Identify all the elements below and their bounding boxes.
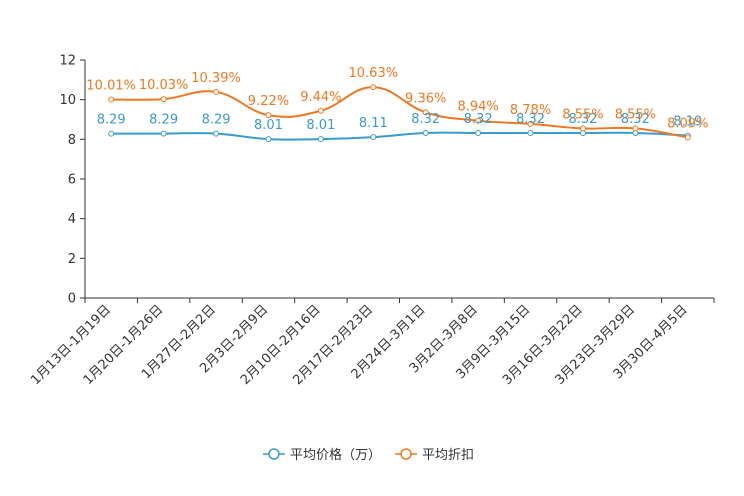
series-0-data-label: 8.01	[306, 118, 335, 133]
legend-item-1[interactable]: 平均折扣	[395, 448, 474, 463]
series-1-point[interactable]	[475, 117, 482, 124]
series-1-data-label: 9.44%	[300, 90, 341, 105]
axes: 0246810121月13日-1月19日1月20日-1月26日1月27日-2月2…	[28, 54, 715, 388]
legend[interactable]: 平均价格（万） 平均折扣	[263, 447, 474, 463]
series-0-point[interactable]	[213, 130, 220, 137]
y-tick-label: 0	[68, 292, 76, 307]
series-1-data-label: 9.22%	[248, 94, 289, 109]
legend-marker-icon	[400, 448, 412, 460]
y-tick-label: 6	[68, 173, 76, 188]
series-0-point[interactable]	[108, 130, 115, 137]
series-1-data-label: 8.78%	[510, 103, 551, 118]
series-1-point[interactable]	[108, 96, 115, 103]
series-1-data-label: 9.36%	[405, 91, 446, 106]
series-0-data-label: 8.29	[97, 113, 126, 128]
legend-item-0[interactable]: 平均价格（万）	[263, 447, 381, 463]
series-0-data-label: 8.32	[411, 112, 440, 127]
legend-label: 平均价格（万）	[290, 447, 381, 463]
series-1-point[interactable]	[370, 84, 377, 91]
series-1-data-label: 8.94%	[457, 100, 498, 115]
series-labels: 8.29 8.29 8.29 8.01 8.01 8.11 8.32 8.32 8.32 8.32…	[86, 66, 708, 133]
series-1-data-label: 8.09%	[667, 117, 708, 132]
series-1-data-label: 8.55%	[562, 107, 603, 122]
series-0-point[interactable]	[475, 129, 482, 136]
series-1-point[interactable]	[317, 107, 324, 114]
series-0-point[interactable]	[317, 136, 324, 143]
series-0-point[interactable]	[370, 134, 377, 141]
series-1-point[interactable]	[632, 125, 639, 132]
series-line-1	[111, 86, 688, 139]
series-line-0	[111, 131, 688, 141]
series-0-data-label: 8.19	[673, 115, 702, 130]
series-0-point[interactable]	[265, 136, 272, 143]
series-1-point[interactable]	[579, 125, 586, 132]
series-0-data-label: 8.11	[359, 116, 388, 131]
series-1-data-label: 10.01%	[86, 78, 136, 93]
series-0-data-label: 8.29	[202, 113, 231, 128]
series-0-data-label: 8.29	[149, 113, 178, 128]
series-1-data-label: 10.03%	[139, 78, 189, 93]
series-0-point[interactable]	[160, 130, 167, 137]
legend-label: 平均折扣	[422, 448, 474, 463]
series-0-point[interactable]	[422, 129, 429, 136]
series-1-point[interactable]	[684, 134, 691, 141]
series-1-point[interactable]	[422, 109, 429, 116]
series-0-point[interactable]	[527, 129, 534, 136]
series-0-data-label: 8.32	[516, 112, 545, 127]
series-1-data-label: 10.63%	[349, 66, 399, 81]
series-1-point[interactable]	[265, 112, 272, 119]
y-tick-label: 10	[59, 93, 76, 108]
y-tick-label: 4	[68, 212, 76, 227]
series-0-data-label: 8.32	[464, 112, 493, 127]
series-1-point[interactable]	[527, 120, 534, 127]
y-tick-label: 8	[68, 133, 76, 148]
series-1-point[interactable]	[160, 96, 167, 103]
series-0-data-label: 8.01	[254, 118, 283, 133]
legend-marker-icon	[268, 448, 280, 460]
series-lines	[108, 84, 691, 143]
series-1-data-label: 10.39%	[191, 71, 241, 86]
series-1-point[interactable]	[213, 88, 220, 95]
series-0-data-label: 8.32	[568, 112, 597, 127]
y-tick-label: 12	[59, 54, 76, 69]
y-tick-label: 2	[68, 252, 76, 267]
series-1-data-label: 8.55%	[615, 107, 656, 122]
series-0-data-label: 8.32	[621, 112, 650, 127]
